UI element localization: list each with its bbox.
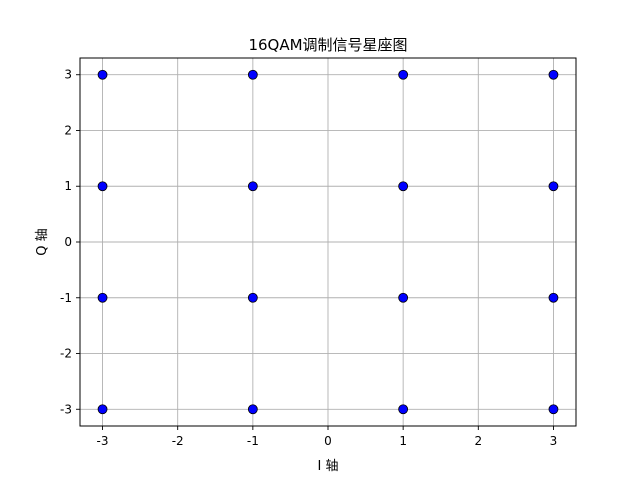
constellation-point: [97, 404, 108, 415]
constellation-point: [398, 404, 409, 415]
constellation-point: [97, 292, 108, 303]
constellation-point: [548, 69, 559, 80]
axis-ticks: -3 -2 -1 0 1 2 3 -3 -2 -1 0 1 2 3: [60, 68, 557, 448]
x-tick-label: -3: [97, 434, 109, 448]
scatter-points: [97, 69, 559, 415]
y-tick-label: 0: [64, 235, 72, 249]
constellation-point: [398, 69, 409, 80]
x-tick-label: -2: [172, 434, 184, 448]
x-axis-label: I 轴: [318, 459, 339, 474]
y-tick-label: -3: [60, 402, 72, 416]
x-tick-label: 0: [324, 434, 332, 448]
x-tick-label: -1: [247, 434, 259, 448]
constellation-point: [398, 292, 409, 303]
x-tick-label: 1: [399, 434, 407, 448]
constellation-point: [398, 181, 409, 192]
x-tick-label: 2: [474, 434, 482, 448]
constellation-point: [97, 181, 108, 192]
y-axis-label: Q 轴: [35, 228, 50, 255]
y-tick-label: 1: [64, 179, 72, 193]
x-tick-label: 3: [550, 434, 558, 448]
y-tick-label: 2: [64, 123, 72, 137]
constellation-point: [97, 69, 108, 80]
constellation-point: [247, 292, 258, 303]
y-tick-label: -1: [60, 291, 72, 305]
constellation-point: [548, 181, 559, 192]
constellation-point: [247, 181, 258, 192]
constellation-point: [247, 404, 258, 415]
chart-title: 16QAM调制信号星座图: [248, 36, 407, 54]
grid-lines: [80, 58, 576, 426]
constellation-point: [548, 404, 559, 415]
y-tick-label: -2: [60, 347, 72, 361]
constellation-point: [548, 292, 559, 303]
y-tick-label: 3: [64, 68, 72, 82]
constellation-point: [247, 69, 258, 80]
